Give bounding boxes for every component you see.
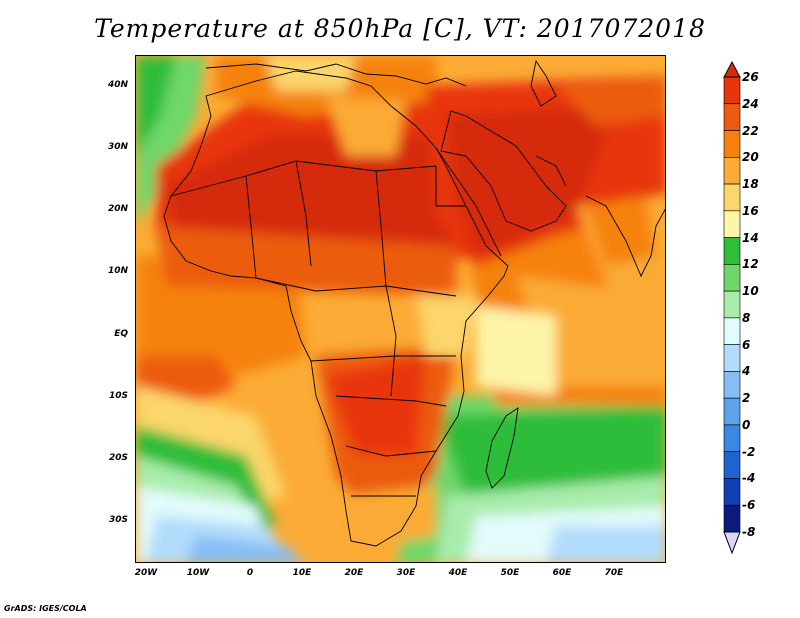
colorbar-swatch-18-20 (723, 156, 741, 185)
colorbar-swatch-0-2 (723, 397, 741, 426)
colorbar-label: 8 (742, 310, 751, 325)
lon-label-40e: 40E (448, 568, 468, 578)
colorbar-label: -2 (742, 444, 756, 459)
colorbar-label: 22 (742, 123, 759, 138)
colorbar-swatch-14-16 (723, 210, 741, 238)
colorbar-swatch-6-8 (723, 317, 741, 345)
lat-label-10s: 10S (108, 391, 128, 401)
lon-label-50e: 50E (500, 568, 520, 578)
colorbar-label: 26 (742, 70, 759, 84)
lat-label-40n: 40N (107, 80, 128, 90)
lon-label-60e: 60E (552, 568, 572, 578)
colorbar-label: -6 (742, 498, 756, 513)
lat-label-20n: 20N (107, 204, 128, 214)
lon-label-20w: 20W (134, 568, 158, 578)
lat-label-10n: 10N (107, 266, 128, 276)
colorbar-swatch-8-10 (723, 290, 741, 319)
lat-label-20s: 20S (108, 453, 128, 463)
colorbar-label: 10 (742, 284, 759, 299)
colorbar-swatch-22-24 (723, 103, 741, 131)
colorbar-label: 24 (742, 96, 759, 111)
colorbar-label: 0 (742, 417, 751, 432)
colorbar-label: 14 (742, 230, 759, 245)
colorbar-label: 20 (742, 150, 759, 165)
colorbar-swatch-12-14 (723, 237, 741, 265)
colorbar-swatch-24-26 (723, 76, 741, 105)
colorbar-swatch-4-6 (723, 344, 741, 372)
temperature-map (135, 55, 666, 563)
lon-label-20e: 20E (344, 568, 364, 578)
temperature-field (136, 56, 665, 562)
colorbar-swatch-10-12 (723, 264, 741, 292)
colorbar-swatch--6--4 (723, 478, 741, 506)
lon-label-10e: 10E (292, 568, 312, 578)
lon-label-10w: 10W (186, 568, 210, 578)
colorbar-swatch-20-22 (723, 130, 741, 158)
colorbar-label: 4 (742, 364, 751, 379)
lon-label-0: 0 (246, 568, 254, 578)
colorbar-label: -8 (742, 525, 756, 539)
coastlines (163, 59, 665, 547)
colorbar-swatch--8--6 (723, 504, 741, 533)
colorbar-swatch-2-4 (723, 371, 741, 399)
lat-label-30s: 30S (108, 515, 128, 525)
lat-label-30n: 30N (107, 142, 128, 152)
colorbar-swatch--2-0 (723, 424, 741, 453)
colorbar-label: 12 (742, 257, 759, 272)
lon-label-30e: 30E (396, 568, 416, 578)
colorbar-top-arrow (723, 60, 741, 78)
lat-label-eq: EQ (114, 329, 128, 339)
colorbar-label: 16 (742, 203, 759, 218)
grads-credit: GrADS: IGES/COLA (4, 604, 87, 613)
colorbar-swatch-16-18 (723, 183, 741, 212)
colorbar-label: 6 (742, 337, 751, 352)
colorbar-label: -4 (742, 471, 756, 486)
lon-label-70e: 70E (604, 568, 624, 578)
map-title: Temperature at 850hPa [C], VT: 201707201… (94, 14, 706, 43)
colorbar-label: 2 (742, 391, 751, 406)
colorbar-label: 18 (742, 177, 759, 192)
colorbar-bottom-arrow (723, 531, 741, 555)
colorbar-swatch--4--2 (723, 451, 741, 479)
